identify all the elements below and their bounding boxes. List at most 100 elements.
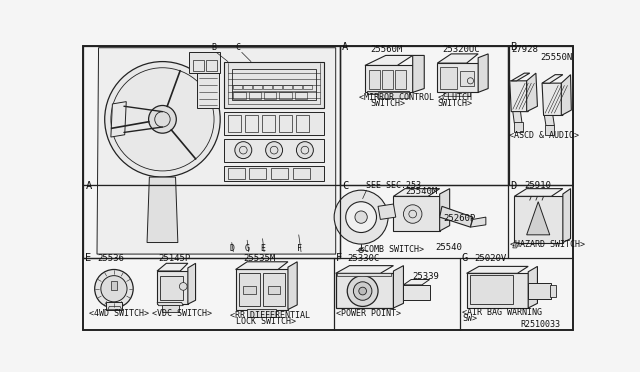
Bar <box>395 70 406 89</box>
Bar <box>295 92 307 99</box>
Polygon shape <box>365 65 413 92</box>
Bar <box>224 139 324 162</box>
Bar <box>273 85 282 89</box>
Polygon shape <box>394 189 440 196</box>
Polygon shape <box>157 263 188 271</box>
Text: A: A <box>342 42 348 52</box>
Text: SWITCH>: SWITCH> <box>371 99 405 108</box>
Polygon shape <box>515 189 563 196</box>
Bar <box>509 46 573 185</box>
Text: F: F <box>297 244 302 253</box>
Text: 25320UC: 25320UC <box>442 45 479 54</box>
Circle shape <box>334 190 388 244</box>
Text: <AIR BAG WARNING: <AIR BAG WARNING <box>462 308 542 317</box>
Text: E: E <box>86 253 92 263</box>
Polygon shape <box>509 81 528 112</box>
Polygon shape <box>513 112 522 123</box>
Circle shape <box>346 202 376 232</box>
Polygon shape <box>528 283 551 299</box>
Text: 25540: 25540 <box>436 243 463 252</box>
Text: B: B <box>211 42 216 52</box>
Text: D: D <box>511 181 516 191</box>
Text: <ASCD & AUDIO>: <ASCD & AUDIO> <box>509 131 579 140</box>
Bar <box>280 92 292 99</box>
Circle shape <box>179 283 187 290</box>
Polygon shape <box>513 243 519 248</box>
Circle shape <box>403 205 422 223</box>
Polygon shape <box>440 189 450 231</box>
Bar <box>369 70 380 89</box>
Text: 25339: 25339 <box>413 272 440 281</box>
Bar <box>250 168 266 179</box>
Polygon shape <box>157 271 188 304</box>
Circle shape <box>235 142 252 158</box>
Polygon shape <box>528 266 538 308</box>
Polygon shape <box>403 279 429 285</box>
Bar <box>303 85 312 89</box>
Polygon shape <box>527 73 538 112</box>
Polygon shape <box>561 75 572 115</box>
Text: SWITCH>: SWITCH> <box>437 99 472 108</box>
Polygon shape <box>527 202 550 235</box>
Bar <box>206 60 217 71</box>
Text: SW>: SW> <box>462 314 477 323</box>
Circle shape <box>101 276 127 302</box>
Text: B: B <box>511 42 516 52</box>
Text: <HAZARD SWITCH>: <HAZARD SWITCH> <box>509 240 585 249</box>
Circle shape <box>95 269 133 308</box>
Bar <box>239 273 260 306</box>
Polygon shape <box>563 189 570 243</box>
Bar <box>292 168 310 179</box>
Polygon shape <box>336 266 394 273</box>
Bar <box>268 286 280 294</box>
Bar <box>460 71 474 86</box>
Text: <POWER POINT>: <POWER POINT> <box>336 309 401 318</box>
Bar <box>163 305 179 312</box>
Text: <COMB SWITCH>: <COMB SWITCH> <box>359 245 424 254</box>
Bar <box>470 275 513 304</box>
Circle shape <box>359 248 364 253</box>
Bar <box>234 92 246 99</box>
Circle shape <box>148 106 176 133</box>
Text: 25550N: 25550N <box>541 52 573 62</box>
Bar <box>197 65 219 108</box>
Text: C: C <box>342 181 348 191</box>
Bar <box>224 62 324 108</box>
Text: LOCK SWITCH>: LOCK SWITCH> <box>236 317 296 326</box>
Polygon shape <box>403 285 429 300</box>
Text: A: A <box>86 181 92 191</box>
Circle shape <box>266 142 283 158</box>
Bar <box>378 92 409 98</box>
Bar <box>296 115 308 132</box>
Polygon shape <box>470 217 486 227</box>
Polygon shape <box>367 91 409 94</box>
Bar <box>234 85 242 89</box>
Polygon shape <box>413 55 424 92</box>
Text: G: G <box>462 253 468 263</box>
Text: E: E <box>260 244 265 253</box>
Bar <box>284 85 292 89</box>
Bar <box>249 92 261 99</box>
Bar <box>382 70 393 89</box>
Polygon shape <box>147 177 178 243</box>
Bar <box>545 125 554 135</box>
Polygon shape <box>467 266 528 273</box>
Bar <box>193 60 204 71</box>
Text: D: D <box>230 244 234 253</box>
Bar <box>243 85 252 89</box>
Polygon shape <box>394 196 440 231</box>
Bar <box>232 69 316 100</box>
Bar <box>83 46 340 258</box>
Circle shape <box>348 276 378 307</box>
Polygon shape <box>111 102 126 137</box>
Polygon shape <box>336 273 394 308</box>
Polygon shape <box>97 48 336 254</box>
Polygon shape <box>437 54 478 63</box>
Bar <box>550 285 556 297</box>
Polygon shape <box>236 269 288 310</box>
Circle shape <box>353 282 372 300</box>
Bar <box>513 122 523 132</box>
Polygon shape <box>157 302 183 306</box>
Polygon shape <box>437 63 478 92</box>
Polygon shape <box>378 204 396 219</box>
